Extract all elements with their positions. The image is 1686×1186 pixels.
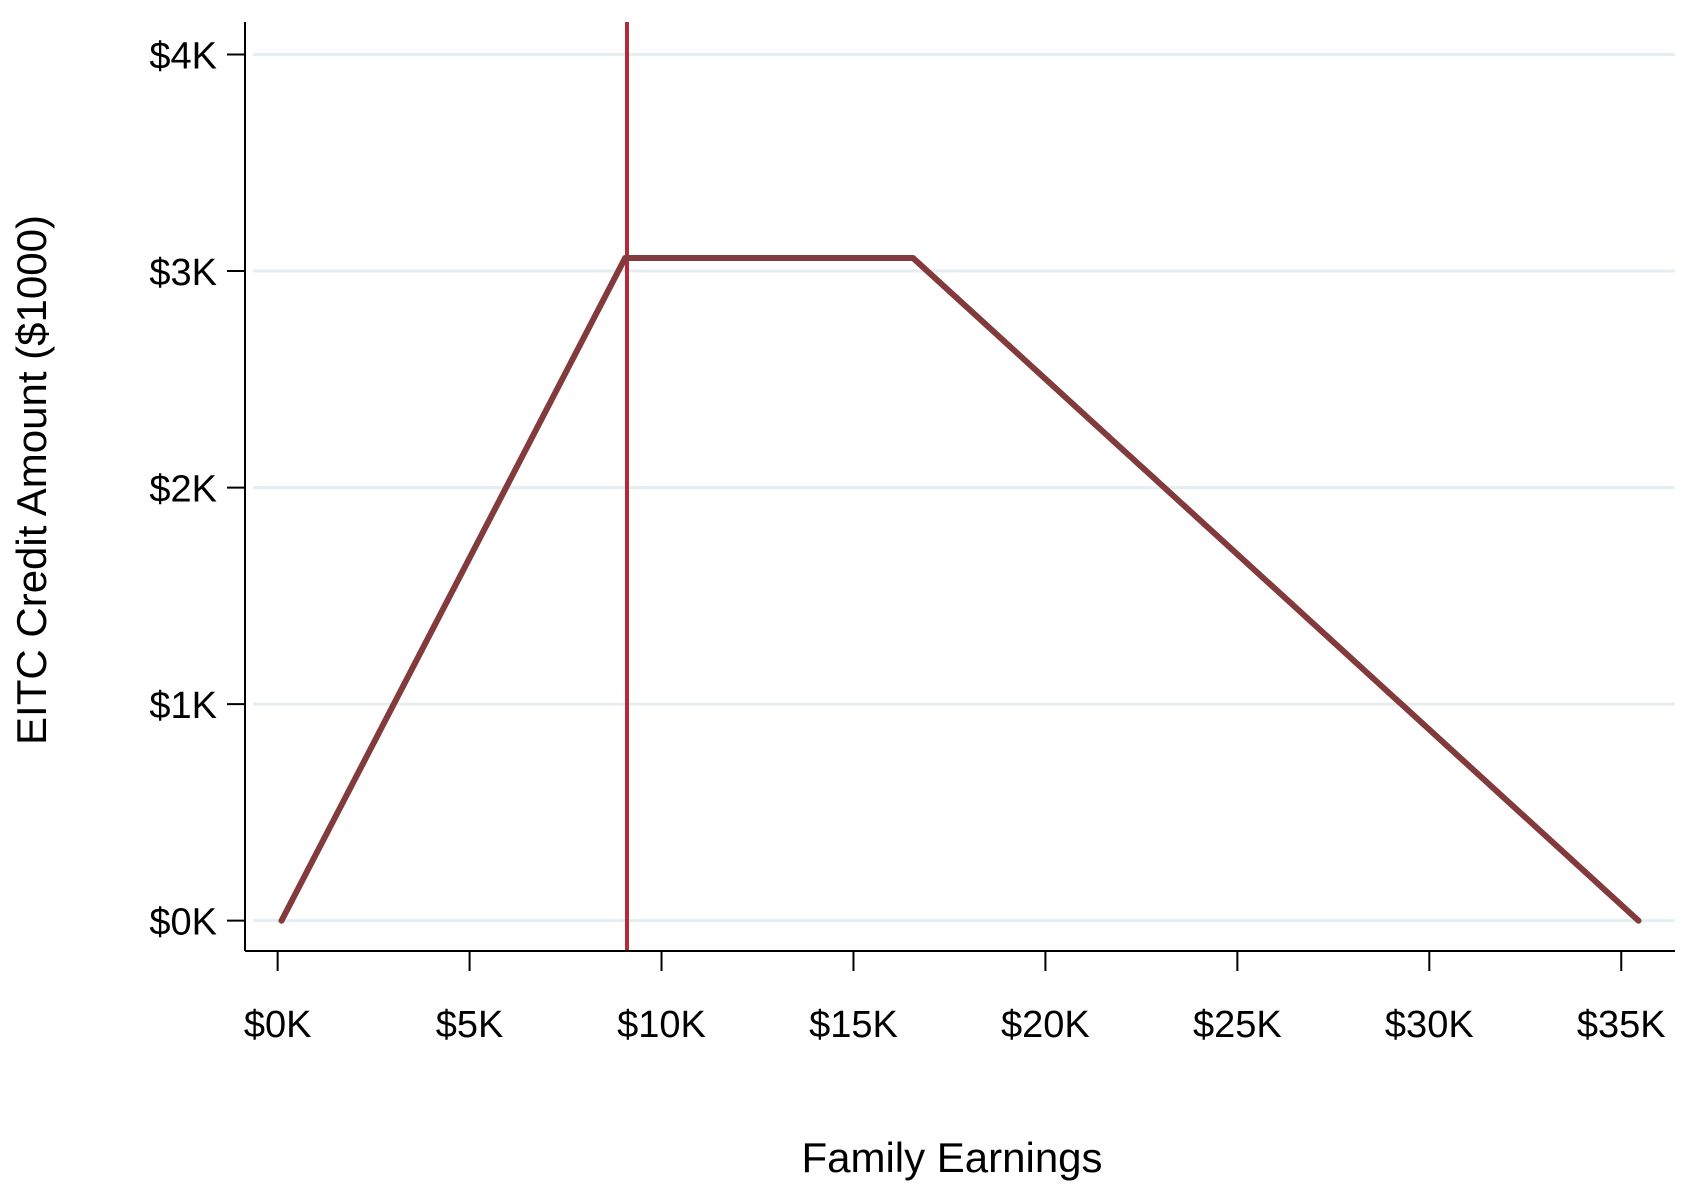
x-axis-title: Family Earnings [801,1134,1102,1181]
x-tick-label: $25K [1193,1004,1282,1046]
eitc-schedule-line [278,255,1642,924]
x-tick-label: $10K [617,1004,706,1046]
y-tick-label: $4K [149,35,217,77]
x-tick-label: $20K [1001,1004,1090,1046]
x-tick-label: $5K [436,1004,504,1046]
y-tick-label: $0K [149,902,217,944]
x-tick-label: $30K [1385,1004,1474,1046]
y-tick-label: $2K [149,469,217,511]
axes [244,22,1675,952]
y-axis-title: EITC Credit Amount ($1000) [8,215,55,745]
x-tick-label: $35K [1577,1004,1666,1046]
y-tick-label: $1K [149,685,217,727]
x-tick-label: $15K [809,1004,898,1046]
y-tick-label: $3K [149,252,217,294]
ticks: $0K $1K $2K $3K $4K $0K $5K $10K $15K $20K $25K $30… [149,35,1665,1046]
gridlines [253,52,1675,923]
series-lines [278,255,1642,924]
x-tick-label: $0K [244,1004,312,1046]
